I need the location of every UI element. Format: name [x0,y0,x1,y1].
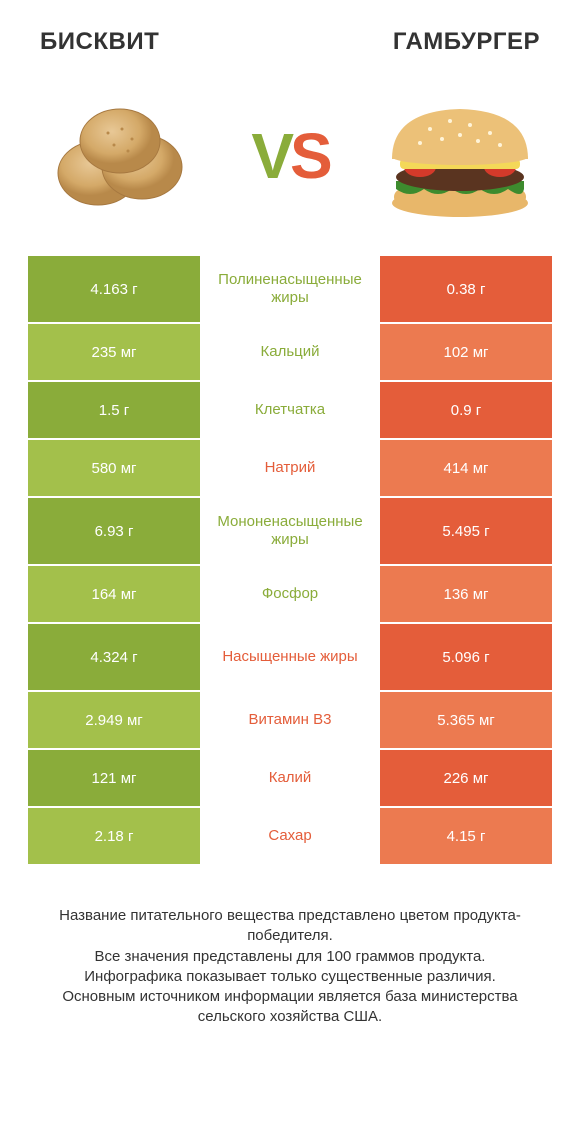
cell-nutrient-label: Витамин B3 [200,692,380,748]
table-row: 2.949 мгВитамин B35.365 мг [28,692,552,748]
vs-s: S [290,119,329,193]
footer-line: Название питательного вещества представл… [30,906,550,947]
cell-nutrient-label: Фосфор [200,566,380,622]
table-row: 580 мгНатрий414 мг [28,440,552,496]
cell-left-value: 2.949 мг [28,692,200,748]
cell-right-value: 5.495 г [380,498,552,564]
cell-nutrient-label: Калий [200,750,380,806]
cell-left-value: 1.5 г [28,382,200,438]
cell-nutrient-label: Полиненасыщенные жиры [200,256,380,322]
cell-left-value: 235 мг [28,324,200,380]
table-row: 235 мгКальций102 мг [28,324,552,380]
footer-line: Все значения представлены для 100 граммо… [30,947,550,967]
cell-right-value: 5.096 г [380,624,552,690]
cell-right-value: 102 мг [380,324,552,380]
table-row: 1.5 гКлетчатка0.9 г [28,382,552,438]
cell-left-value: 4.163 г [28,256,200,322]
vs-label: VS [251,119,328,193]
cell-nutrient-label: Сахар [200,808,380,864]
table-row: 4.163 гПолиненасыщенные жиры0.38 г [28,256,552,322]
cell-left-value: 121 мг [28,750,200,806]
table-row: 6.93 гМононенасыщенные жиры5.495 г [28,498,552,564]
cell-nutrient-label: Натрий [200,440,380,496]
title-right: ГАМБУРГЕР [393,28,540,56]
footer-notes: Название питательного вещества представл… [0,866,580,1028]
cell-right-value: 136 мг [380,566,552,622]
hero-row: VS [0,66,580,256]
cell-nutrient-label: Насыщенные жиры [200,624,380,690]
cell-right-value: 4.15 г [380,808,552,864]
cell-right-value: 226 мг [380,750,552,806]
footer-line: Инфографика показывает только существенн… [30,967,550,987]
table-row: 4.324 гНасыщенные жиры5.096 г [28,624,552,690]
cell-right-value: 0.9 г [380,382,552,438]
cell-left-value: 164 мг [28,566,200,622]
cell-left-value: 580 мг [28,440,200,496]
cell-nutrient-label: Мононенасыщенные жиры [200,498,380,564]
footer-line: Основным источником информации является … [30,987,550,1028]
cell-nutrient-label: Клетчатка [200,382,380,438]
biscuit-image [40,96,200,216]
table-row: 2.18 гСахар4.15 г [28,808,552,864]
cell-right-value: 414 мг [380,440,552,496]
header: БИСКВИТ ГАМБУРГЕР [0,0,580,66]
title-left: БИСКВИТ [40,28,159,56]
table-row: 164 мгФосфор136 мг [28,566,552,622]
cell-nutrient-label: Кальций [200,324,380,380]
cell-left-value: 4.324 г [28,624,200,690]
cell-right-value: 5.365 мг [380,692,552,748]
cell-left-value: 6.93 г [28,498,200,564]
cell-left-value: 2.18 г [28,808,200,864]
hamburger-image [380,96,540,216]
comparison-table: 4.163 гПолиненасыщенные жиры0.38 г235 мг… [0,256,580,864]
vs-v: V [251,119,290,193]
cell-right-value: 0.38 г [380,256,552,322]
table-row: 121 мгКалий226 мг [28,750,552,806]
